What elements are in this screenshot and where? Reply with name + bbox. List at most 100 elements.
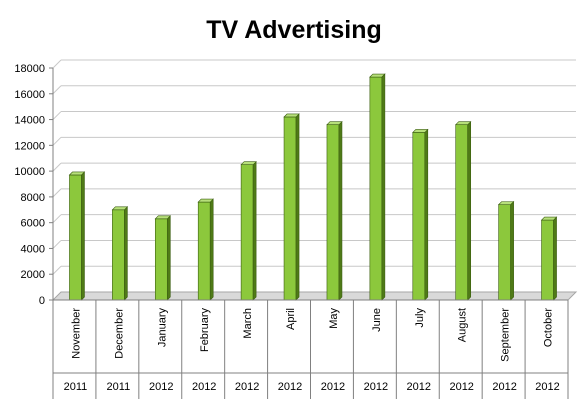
bars [68, 73, 558, 301]
x-year-label: 2012 [192, 381, 216, 393]
x-tick-label: April [285, 308, 297, 330]
bar-side [124, 206, 128, 301]
bar [197, 198, 214, 301]
plot-wall [51, 60, 578, 301]
x-tick-label: February [199, 308, 211, 353]
bar-front [369, 76, 383, 301]
bar-side [295, 113, 300, 301]
x-year-label: 2012 [449, 381, 473, 393]
bar-side [553, 216, 557, 301]
gridline [52, 265, 62, 275]
bar [497, 200, 515, 301]
bar-top [197, 198, 214, 203]
bar-top [154, 215, 172, 220]
y-axis: 0 2000 4000 6000 8000 10000 12000 14000 16000 180… [14, 63, 54, 307]
x-tick-label: March [242, 308, 254, 339]
bar-top [412, 129, 429, 133]
bar-side [424, 128, 429, 301]
gridline [52, 85, 62, 95]
bar-front [455, 124, 469, 301]
x-tick-label: June [371, 308, 383, 332]
bar-top [454, 121, 472, 126]
gridline [52, 240, 62, 249]
x-tick-label: September [500, 308, 512, 362]
bar [240, 160, 257, 301]
bar-top [68, 171, 86, 176]
bar-top [497, 201, 515, 205]
gridline [52, 188, 62, 198]
x-tick-label: May [328, 308, 340, 329]
plot-floor [51, 291, 578, 301]
gridline [52, 162, 62, 172]
gridlines [52, 59, 576, 275]
y-tick-label: 0 [39, 295, 45, 307]
x-year-label: 2012 [235, 381, 259, 393]
x-tick-label: January [156, 308, 168, 348]
y-tick-label: 2000 [21, 269, 45, 281]
bar-top [326, 121, 343, 126]
bar-side [381, 73, 386, 301]
bar-top [283, 113, 300, 118]
gridline [52, 214, 62, 224]
gridline [52, 59, 62, 69]
x-tick-label: November [70, 308, 82, 359]
y-tick-label: 6000 [21, 218, 45, 230]
gridline [52, 111, 62, 120]
bar [454, 120, 472, 301]
x-year-label: 2012 [149, 381, 173, 393]
bar [154, 215, 172, 301]
x-year-label: 2012 [535, 381, 559, 393]
bar [326, 120, 343, 301]
bar-front [240, 164, 254, 301]
bar-top [111, 206, 129, 211]
bar-side [81, 171, 85, 301]
bar [283, 113, 300, 301]
gridline [52, 136, 62, 146]
y-tick-label: 16000 [14, 89, 45, 101]
bar-front [412, 132, 426, 301]
plot-area [53, 60, 576, 300]
bar-top [240, 161, 257, 165]
x-year-label: 2012 [407, 381, 431, 393]
bar-side [467, 120, 472, 301]
x-year-label: 2012 [364, 381, 388, 393]
x-year-label: 2011 [64, 381, 88, 393]
bar [68, 171, 86, 301]
chart-title: TV Advertising [206, 16, 382, 44]
x-tick-label: October [543, 308, 555, 347]
x-year-label: 2012 [278, 381, 302, 393]
bar-front [541, 219, 554, 301]
bar-top [369, 73, 386, 78]
bar-side [166, 215, 171, 301]
bar-front [283, 116, 297, 301]
bar-side [338, 120, 343, 301]
y-tick-label: 18000 [14, 63, 45, 75]
bar-front [154, 218, 168, 301]
bar-front [69, 174, 82, 301]
x-tick-label: December [113, 308, 125, 359]
x-tick-label: July [414, 308, 426, 328]
bar-top [540, 216, 558, 221]
x-axis: November 2011 December 2011 January 2012 Febru… [52, 299, 569, 399]
bar-side [252, 160, 257, 301]
x-tick-label: August [457, 308, 469, 342]
y-tick-label: 4000 [21, 243, 45, 255]
y-tick-label: 14000 [14, 115, 45, 127]
bar-side [209, 198, 214, 301]
bar-front [197, 201, 211, 301]
bar-side [510, 200, 514, 301]
x-year-label: 2012 [492, 381, 516, 393]
y-tick-label: 8000 [21, 192, 45, 204]
bar-front [498, 204, 511, 301]
bar [369, 73, 386, 301]
y-tick-label: 12000 [14, 140, 45, 152]
bar-front [326, 124, 340, 301]
bar-front [112, 209, 125, 301]
y-tick-label: 10000 [14, 166, 45, 178]
x-year-label: 2011 [107, 381, 131, 393]
bar [111, 206, 129, 301]
x-year-label: 2012 [321, 381, 345, 393]
bar [412, 128, 429, 301]
bar [540, 216, 558, 301]
